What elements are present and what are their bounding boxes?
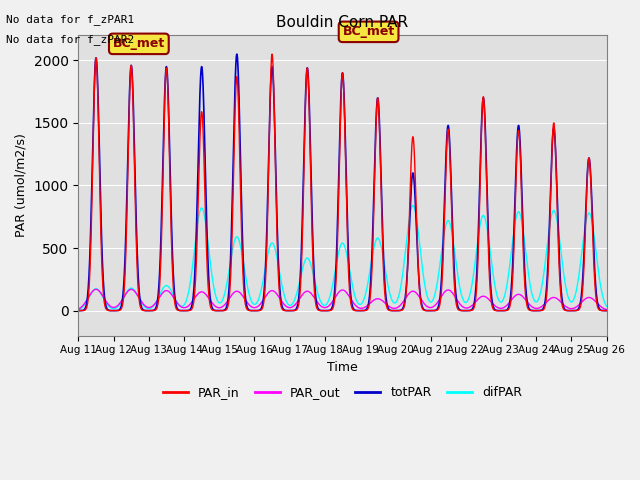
difPAR	[277, 277, 285, 283]
PAR_in	[593, 298, 600, 303]
Text: No data for f_zPAR1: No data for f_zPAR1	[6, 14, 134, 25]
totPAR	[593, 291, 600, 297]
PAR_in	[536, 308, 543, 313]
PAR_in	[75, 308, 83, 313]
PAR_out	[127, 287, 135, 292]
PAR_out	[536, 305, 543, 311]
PAR_out	[166, 290, 174, 296]
Text: BC_met: BC_met	[342, 25, 395, 38]
PAR_out	[75, 306, 83, 312]
Line: difPAR: difPAR	[79, 205, 607, 310]
totPAR	[300, 150, 308, 156]
totPAR	[75, 308, 83, 313]
Line: PAR_in: PAR_in	[79, 54, 607, 311]
Line: PAR_out: PAR_out	[79, 289, 607, 310]
PAR_out	[277, 298, 285, 303]
PAR_out	[603, 307, 611, 312]
Legend: PAR_in, PAR_out, totPAR, difPAR: PAR_in, PAR_out, totPAR, difPAR	[158, 382, 527, 405]
Title: Bouldin Corn PAR: Bouldin Corn PAR	[276, 15, 408, 30]
PAR_in	[277, 303, 285, 309]
totPAR	[603, 308, 611, 313]
X-axis label: Time: Time	[327, 361, 358, 374]
PAR_in	[300, 165, 308, 171]
difPAR	[135, 295, 143, 300]
totPAR	[166, 161, 174, 167]
PAR_in	[135, 292, 143, 298]
difPAR	[300, 261, 308, 267]
PAR_in	[603, 308, 611, 313]
totPAR	[233, 51, 241, 57]
difPAR	[593, 252, 600, 257]
totPAR	[135, 281, 143, 287]
Line: totPAR: totPAR	[79, 54, 607, 311]
difPAR	[409, 203, 417, 208]
PAR_in	[166, 178, 174, 184]
Text: BC_met: BC_met	[113, 37, 165, 50]
Text: No data for f_zPAR2: No data for f_zPAR2	[6, 34, 134, 45]
PAR_out	[593, 300, 600, 305]
PAR_out	[300, 290, 308, 296]
totPAR	[536, 308, 543, 313]
difPAR	[75, 307, 83, 312]
PAR_in	[268, 51, 276, 57]
difPAR	[536, 294, 543, 300]
Y-axis label: PAR (umol/m2/s): PAR (umol/m2/s)	[15, 133, 28, 238]
difPAR	[166, 286, 174, 291]
difPAR	[603, 303, 611, 309]
totPAR	[277, 299, 285, 304]
PAR_out	[135, 295, 143, 300]
